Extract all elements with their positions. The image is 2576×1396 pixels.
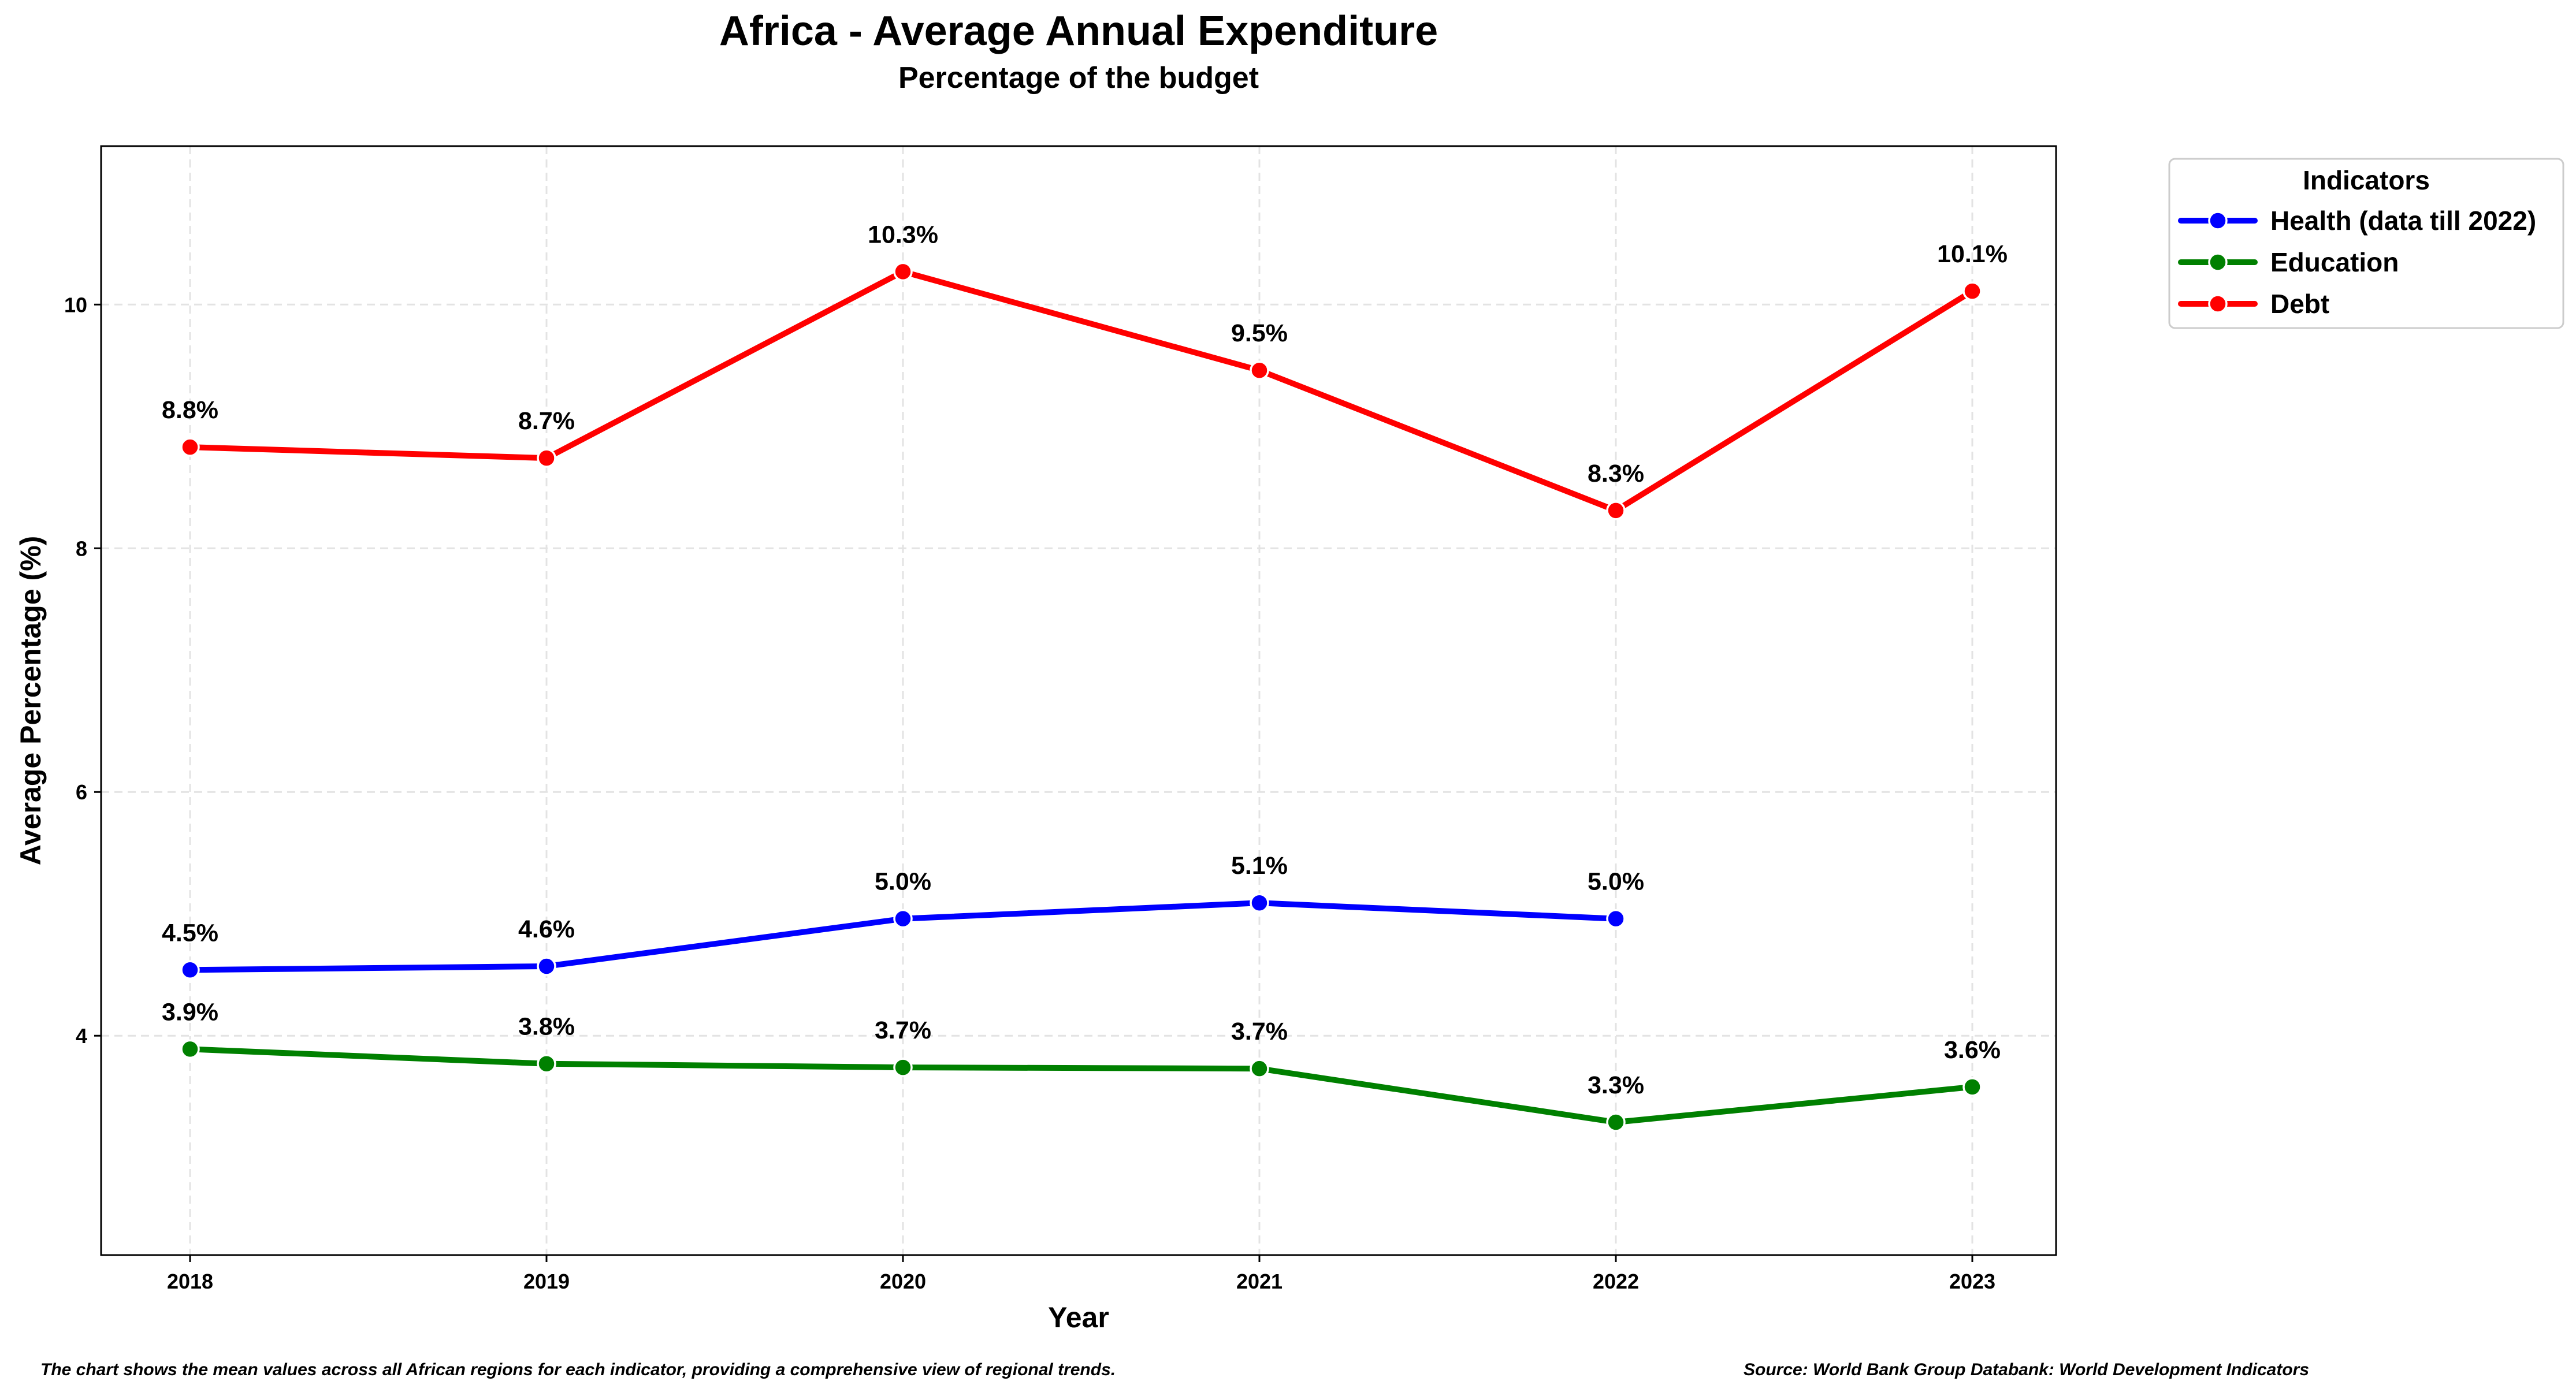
chart-subtitle: Percentage of the budget: [898, 61, 1259, 95]
education-point: [180, 1039, 200, 1059]
health-point: [1250, 893, 1269, 913]
debt-point: [180, 437, 200, 457]
x-tick-label: 2021: [1236, 1270, 1283, 1293]
debt-point: [537, 448, 556, 468]
legend-health-label: Health (data till 2022): [2270, 206, 2536, 236]
debt-point: [1250, 360, 1269, 380]
debt-line: [187, 269, 1975, 513]
education-data-label: 3.6%: [1944, 1036, 2001, 1064]
debt-point: [1962, 281, 1982, 301]
health-point: [893, 909, 913, 929]
health-point: [180, 960, 200, 980]
gridlines: [101, 146, 2056, 1255]
legend-title: Indicators: [2303, 165, 2430, 195]
series-group: 4.5% 4.6% 5.0% 5.1% 5.0% 3.9% 3.8% 3.7% 3.7% 3.3%…: [162, 221, 2008, 1132]
debt-data-label: 8.3%: [1588, 460, 1644, 487]
x-tick-label: 2018: [167, 1270, 213, 1293]
legend: Indicators Health (data till 2022) Educat…: [2168, 158, 2564, 329]
legend-education-label: Education: [2270, 247, 2399, 277]
x-tick-label: 2019: [523, 1270, 570, 1293]
health-data-label: 5.0%: [875, 868, 931, 896]
health-data-label: 4.6%: [518, 915, 575, 943]
x-tick-label: 2023: [1949, 1270, 1995, 1293]
plot-frame: [100, 145, 2057, 1256]
legend-debt-marker: [2208, 294, 2228, 314]
education-point: [1962, 1077, 1982, 1097]
health-point: [537, 956, 556, 976]
health-data-label: 5.1%: [1231, 852, 1288, 880]
education-data-label: 3.7%: [1231, 1018, 1288, 1045]
debt-point: [1606, 501, 1626, 520]
debt-data-label: 9.5%: [1231, 319, 1288, 347]
debt-data-label: 8.7%: [518, 407, 575, 435]
health-data-label: 4.5%: [162, 919, 218, 947]
axis-ticks: 2018 2019 2020 2021 2022 2023 4 6 8 10: [64, 293, 1995, 1293]
health-point: [1606, 909, 1626, 929]
debt-data-label: 10.1%: [1937, 240, 2008, 268]
y-tick-label: 6: [76, 780, 87, 804]
source-note: Source: World Bank Group Databank: World…: [1744, 1360, 2309, 1379]
debt-data-label: 8.8%: [162, 396, 218, 424]
education-data-label: 3.7%: [875, 1017, 931, 1044]
education-data-label: 3.3%: [1588, 1071, 1644, 1099]
x-axis-label: Year: [1048, 1301, 1109, 1334]
chart-title: Africa - Average Annual Expenditure: [719, 8, 1438, 54]
education-point: [1250, 1059, 1269, 1078]
y-tick-label: 10: [64, 293, 87, 317]
legend-debt-label: Debt: [2270, 289, 2329, 319]
x-tick-label: 2020: [880, 1270, 926, 1293]
legend-education-marker: [2208, 252, 2228, 272]
legend-box: [2168, 158, 2564, 329]
x-tick-label: 2022: [1593, 1270, 1639, 1293]
footnote: The chart shows the mean values across a…: [40, 1360, 1116, 1379]
education-point: [1606, 1112, 1626, 1132]
education-line: [187, 1046, 1975, 1126]
y-axis-label: Average Percentage (%): [14, 536, 47, 866]
education-point: [537, 1053, 556, 1074]
debt-data-label: 10.3%: [868, 221, 938, 248]
education-data-label: 3.8%: [518, 1013, 575, 1041]
y-tick-label: 8: [76, 537, 87, 560]
legend-health-marker: [2208, 211, 2228, 230]
y-tick-label: 4: [76, 1024, 87, 1048]
debt-point: [893, 262, 913, 282]
education-point: [893, 1058, 913, 1077]
education-data-label: 3.9%: [162, 998, 218, 1026]
health-data-label: 5.0%: [1588, 868, 1644, 896]
